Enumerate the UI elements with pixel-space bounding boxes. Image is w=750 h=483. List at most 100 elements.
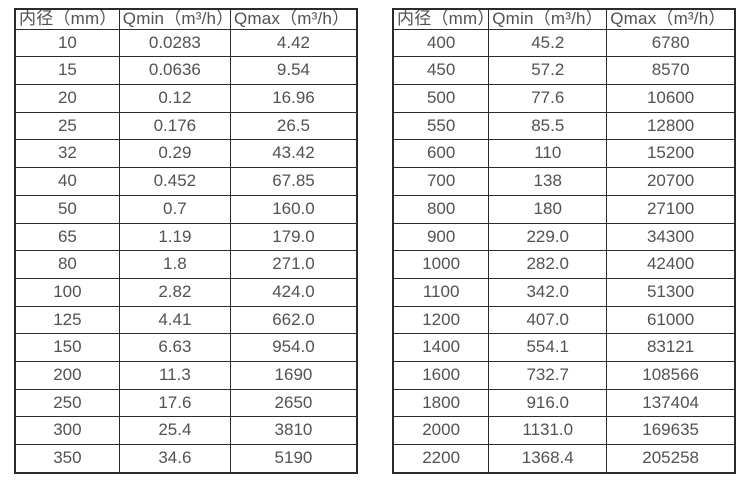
table-cell: 550: [392, 111, 490, 141]
table-row: 15 0.0636 9.54: [14, 56, 358, 86]
table-row: 400 45.2 6780: [392, 28, 736, 58]
table-cell: 2650: [229, 388, 358, 418]
table-cell: 0.29: [118, 139, 231, 169]
table-cell: 0.176: [118, 111, 231, 141]
table-cell: 137404: [606, 388, 736, 418]
table-body: 400 45.2 6780 450 57.2 8570 500 77.6 10600 550 85.…: [392, 28, 736, 474]
table-row: 500 77.6 10600: [392, 84, 736, 113]
table-cell: 5190: [229, 444, 358, 474]
table-row: 100 2.82 424.0: [14, 277, 358, 307]
table-cell: 16.96: [229, 84, 358, 113]
table-cell: 1000: [392, 250, 490, 279]
table-cell: 17.6: [118, 388, 231, 418]
header-row: 内径（mm） Qmin（m³/h） Qmax（m³/h）: [14, 8, 358, 30]
table-row: 1000 282.0 42400: [392, 250, 736, 279]
table-cell: 25.4: [118, 416, 231, 445]
table-row: 1800 916.0 137404: [392, 388, 736, 418]
table-cell: 83121: [606, 333, 736, 362]
table-cell: 50: [14, 194, 120, 224]
table-cell: 2200: [392, 444, 490, 474]
table-cell: 11.3: [118, 360, 231, 390]
column-header-diameter: 内径（mm）: [392, 8, 490, 30]
table-cell: 32: [14, 139, 120, 169]
table-row: 40 0.452 67.85: [14, 167, 358, 196]
table-cell: 916.0: [488, 388, 608, 418]
table-cell: 20: [14, 84, 120, 113]
table-cell: 15200: [606, 139, 736, 169]
table-cell: 3810: [229, 416, 358, 445]
table-cell: 110: [488, 139, 608, 169]
table-row: 800 180 27100: [392, 194, 736, 224]
table-row: 600 110 15200: [392, 139, 736, 169]
flow-spec-table-small-diameters: 内径（mm） Qmin（m³/h） Qmax（m³/h） 10 0.0283 4.4…: [14, 8, 358, 474]
table-row: 450 57.2 8570: [392, 56, 736, 86]
table-cell: 500: [392, 84, 490, 113]
table-row: 900 229.0 34300: [392, 222, 736, 252]
table-row: 200 11.3 1690: [14, 360, 358, 390]
table-cell: 300: [14, 416, 120, 445]
table-row: 2000 1131.0 169635: [392, 416, 736, 445]
column-header-qmax: Qmax（m³/h）: [606, 8, 736, 30]
table-cell: 900: [392, 222, 490, 252]
flow-spec-table-large-diameters: 内径（mm） Qmin（m³/h） Qmax（m³/h） 400 45.2 6780…: [392, 8, 736, 474]
table-cell: 0.0283: [118, 28, 231, 58]
column-header-diameter: 内径（mm）: [14, 8, 120, 30]
column-header-qmin: Qmin（m³/h）: [488, 8, 608, 30]
table-cell: 65: [14, 222, 120, 252]
table-row: 1200 407.0 61000: [392, 305, 736, 335]
table-cell: 160.0: [229, 194, 358, 224]
table-cell: 271.0: [229, 250, 358, 279]
table-cell: 800: [392, 194, 490, 224]
table-cell: 51300: [606, 277, 736, 307]
table-cell: 0.0636: [118, 56, 231, 86]
table-cell: 2000: [392, 416, 490, 445]
table-cell: 282.0: [488, 250, 608, 279]
header-row: 内径（mm） Qmin（m³/h） Qmax（m³/h）: [392, 8, 736, 30]
table-cell: 67.85: [229, 167, 358, 196]
table-cell: 15: [14, 56, 120, 86]
table-cell: 1600: [392, 360, 490, 390]
table-cell: 205258: [606, 444, 736, 474]
table-cell: 169635: [606, 416, 736, 445]
table-cell: 1.8: [118, 250, 231, 279]
table-row: 550 85.5 12800: [392, 111, 736, 141]
table-cell: 1400: [392, 333, 490, 362]
table-cell: 80: [14, 250, 120, 279]
column-header-qmax: Qmax（m³/h）: [229, 8, 358, 30]
table-row: 350 34.6 5190: [14, 444, 358, 474]
table-cell: 20700: [606, 167, 736, 196]
table-row: 1600 732.7 108566: [392, 360, 736, 390]
table-cell: 342.0: [488, 277, 608, 307]
table-row: 32 0.29 43.42: [14, 139, 358, 169]
table-cell: 4.41: [118, 305, 231, 335]
table-row: 65 1.19 179.0: [14, 222, 358, 252]
table-cell: 1200: [392, 305, 490, 335]
table-cell: 180: [488, 194, 608, 224]
table-cell: 407.0: [488, 305, 608, 335]
table-cell: 27100: [606, 194, 736, 224]
table-cell: 43.42: [229, 139, 358, 169]
table-cell: 26.5: [229, 111, 358, 141]
table-cell: 4.42: [229, 28, 358, 58]
table-cell: 108566: [606, 360, 736, 390]
table-cell: 0.7: [118, 194, 231, 224]
table-cell: 6780: [606, 28, 736, 58]
table-cell: 77.6: [488, 84, 608, 113]
table-cell: 229.0: [488, 222, 608, 252]
table-cell: 100: [14, 277, 120, 307]
table-cell: 0.452: [118, 167, 231, 196]
table-cell: 424.0: [229, 277, 358, 307]
table-cell: 600: [392, 139, 490, 169]
table-row: 1400 554.1 83121: [392, 333, 736, 362]
table-cell: 61000: [606, 305, 736, 335]
table-cell: 1690: [229, 360, 358, 390]
table-cell: 12800: [606, 111, 736, 141]
table-cell: 42400: [606, 250, 736, 279]
table-cell: 1100: [392, 277, 490, 307]
table-cell: 9.54: [229, 56, 358, 86]
table-cell: 732.7: [488, 360, 608, 390]
table-cell: 400: [392, 28, 490, 58]
table-cell: 150: [14, 333, 120, 362]
table-row: 250 17.6 2650: [14, 388, 358, 418]
